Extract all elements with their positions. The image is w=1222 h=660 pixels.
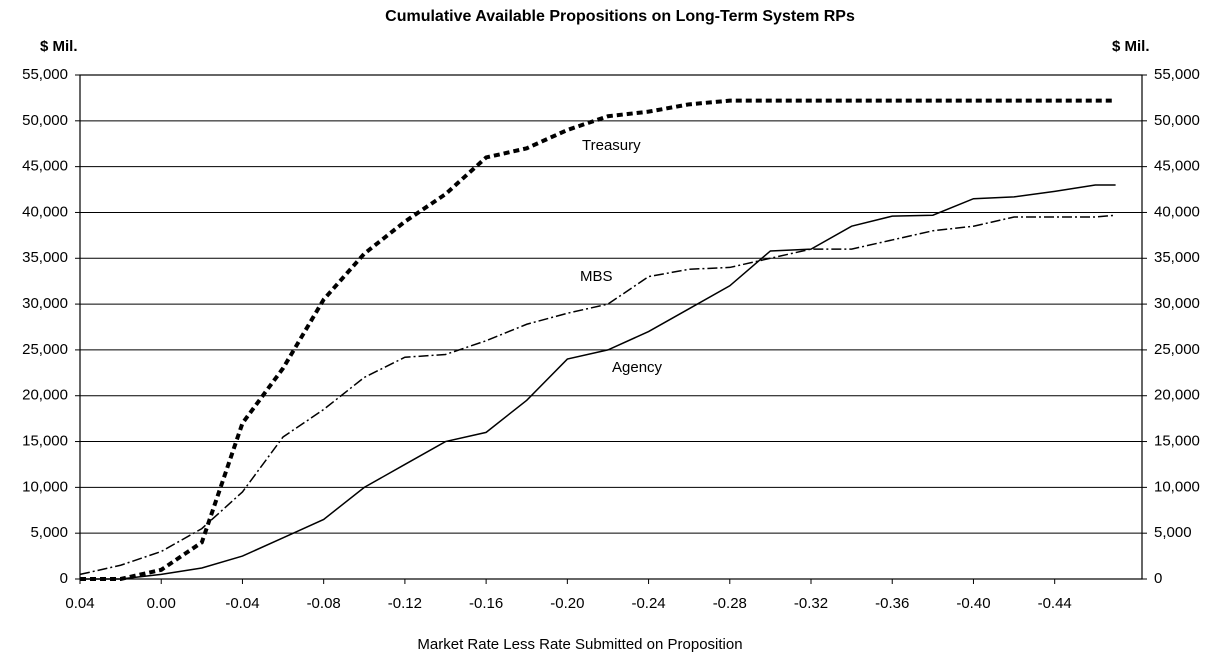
y2-axis-label: $ Mil. [1112,38,1150,55]
y-tick-label: 30,000 [22,295,68,312]
x-tick-label: -0.44 [1038,595,1072,612]
y-tick-label: 50,000 [22,112,68,129]
x-tick-label: -0.16 [469,595,503,612]
y2-tick-label: 30,000 [1154,295,1200,312]
x-tick-label: -0.08 [307,595,341,612]
x-tick-label: -0.28 [713,595,747,612]
x-tick-label: -0.40 [956,595,990,612]
y2-tick-label: 25,000 [1154,341,1200,358]
annotation: Agency [612,359,663,376]
x-tick-label: -0.36 [875,595,909,612]
y-tick-label: 15,000 [22,433,68,450]
series-line [79,214,1116,576]
y2-tick-label: 35,000 [1154,249,1200,266]
annotation: Treasury [582,137,641,154]
y-tick-label: 55,000 [22,66,68,83]
y-tick-label: 20,000 [22,387,68,404]
y-tick-label: 45,000 [22,158,68,175]
x-tick-label: -0.32 [794,595,828,612]
y2-tick-label: 55,000 [1154,66,1200,83]
x-axis-label: Market Rate Less Rate Submitted on Propo… [417,636,742,653]
y-tick-label: 25,000 [22,341,68,358]
y-tick-label: 40,000 [22,203,68,220]
y-axis-label: $ Mil. [40,38,78,55]
y2-tick-label: 0 [1154,570,1162,587]
y2-tick-label: 45,000 [1154,158,1200,175]
x-tick-label: -0.24 [631,595,665,612]
series-line [80,184,1116,580]
x-tick-label: -0.12 [388,595,422,612]
y2-tick-label: 50,000 [1154,112,1200,129]
y-tick-label: 5,000 [30,524,68,541]
y2-tick-label: 40,000 [1154,203,1200,220]
plot-frame [79,74,1143,580]
y-tick-label: 0 [60,570,68,587]
x-tick-label: -0.20 [550,595,584,612]
x-tick-label: 0.04 [65,595,94,612]
y2-tick-label: 20,000 [1154,387,1200,404]
y2-tick-label: 5,000 [1154,524,1192,541]
series-line [80,98,1116,581]
y2-tick-label: 15,000 [1154,433,1200,450]
annotation: MBS [580,268,613,285]
chart-title: Cumulative Available Propositions on Lon… [385,8,855,25]
y-tick-label: 10,000 [22,478,68,495]
x-tick-label: 0.00 [147,595,176,612]
x-tick-label: -0.04 [225,595,259,612]
y2-tick-label: 10,000 [1154,478,1200,495]
y-tick-label: 35,000 [22,249,68,266]
